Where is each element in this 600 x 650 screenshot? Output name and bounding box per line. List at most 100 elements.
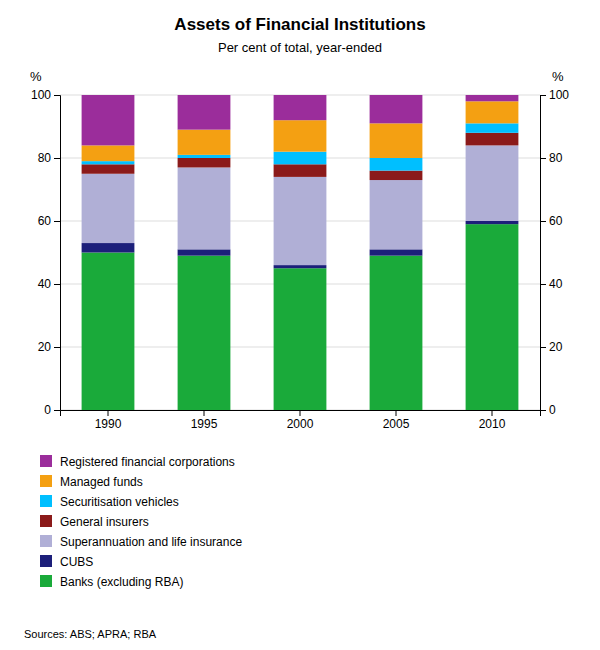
axis-label: %	[552, 69, 564, 84]
tick-mark	[108, 410, 109, 416]
bar	[178, 155, 231, 158]
legend-label: Managed funds	[60, 475, 143, 489]
tick-mark	[540, 284, 546, 285]
legend-item: Banks (excluding RBA)	[40, 575, 183, 589]
legend-item: Registered financial corporations	[40, 455, 235, 469]
tick: 80	[540, 151, 563, 165]
tick-label: 2010	[479, 417, 506, 431]
legend: Registered financial corporations Managed…	[40, 455, 242, 589]
tick: 1995	[191, 410, 218, 431]
tick: 2005	[383, 410, 410, 431]
bar	[82, 253, 135, 411]
tick: 40	[38, 277, 60, 291]
bar	[370, 123, 423, 158]
bar	[466, 95, 519, 101]
legend-swatch	[40, 495, 52, 507]
bar	[370, 158, 423, 171]
bar	[370, 180, 423, 249]
chart: Assets of Financial InstitutionsPer cent…	[0, 0, 600, 650]
bar	[370, 171, 423, 180]
bar	[466, 101, 519, 123]
tick-label: 100	[549, 88, 569, 102]
tick-mark	[54, 95, 60, 96]
legend-swatch	[40, 535, 52, 547]
tick: 60	[38, 214, 60, 228]
tick-mark	[204, 410, 205, 416]
bar	[370, 249, 423, 255]
legend-item: CUBS	[40, 555, 93, 569]
bar	[466, 123, 519, 132]
axis-label: %	[30, 69, 42, 84]
bar	[274, 268, 327, 410]
bar	[274, 164, 327, 177]
tick-mark	[54, 410, 60, 411]
grid	[60, 95, 540, 410]
tick: 60	[540, 214, 563, 228]
y-axis: 0 20 40 60 80 100	[31, 88, 61, 417]
tick-label: 80	[549, 151, 563, 165]
title: Assets of Financial Institutions	[174, 15, 425, 34]
tick-label: 60	[38, 214, 52, 228]
tick-mark	[540, 158, 546, 159]
bar	[178, 158, 231, 167]
tick: 2010	[479, 410, 506, 431]
tick-label: 100	[31, 88, 51, 102]
bar	[466, 224, 519, 410]
tick: 0	[44, 403, 60, 417]
tick-mark	[540, 347, 546, 348]
x-axis: 19901995200020052010	[61, 410, 541, 431]
legend-label: General insurers	[60, 515, 149, 529]
legend-label: Registered financial corporations	[60, 455, 235, 469]
axis-line	[541, 96, 547, 411]
tick-label: 0	[44, 403, 51, 417]
legend-label: Securitisation vehicles	[60, 495, 179, 509]
legend-label: Superannuation and life insurance	[60, 535, 242, 549]
bar	[178, 256, 231, 410]
legend-item: Managed funds	[40, 475, 143, 489]
tick-mark	[54, 221, 60, 222]
plot: 1990199520002005201002040608010002040608…	[30, 69, 569, 431]
legend-swatch	[40, 555, 52, 567]
axis-line	[61, 411, 541, 417]
bar	[466, 221, 519, 224]
tick: 2000	[287, 410, 314, 431]
bar	[82, 145, 135, 161]
tick-mark	[54, 347, 60, 348]
bar	[274, 95, 327, 120]
tick-mark	[492, 410, 493, 416]
bar	[274, 152, 327, 165]
legend-label: Banks (excluding RBA)	[60, 575, 183, 589]
tick-label: 40	[549, 277, 563, 291]
tick-mark	[54, 284, 60, 285]
legend-label: CUBS	[60, 555, 93, 569]
bar	[370, 95, 423, 123]
tick: 100	[31, 88, 60, 102]
bar	[466, 145, 519, 221]
tick: 20	[38, 340, 60, 354]
bar	[82, 161, 135, 164]
tick-mark	[540, 410, 546, 411]
bar	[82, 174, 135, 243]
bar	[466, 133, 519, 146]
tick-label: 40	[38, 277, 52, 291]
bar	[178, 167, 231, 249]
axis-line	[54, 96, 61, 411]
legend-item: General insurers	[40, 515, 149, 529]
legend-swatch	[40, 475, 52, 487]
legend-swatch	[40, 455, 52, 467]
tick-label: 0	[549, 403, 556, 417]
y2-axis: 020406080100	[540, 88, 569, 417]
bar	[178, 95, 231, 130]
tick-mark	[540, 221, 546, 222]
series	[82, 145, 519, 265]
tick-label: 2005	[383, 417, 410, 431]
bar	[82, 164, 135, 173]
tick: 0	[540, 403, 556, 417]
source: Sources: ABS; APRA; RBA	[24, 628, 157, 640]
tick: 80	[38, 151, 60, 165]
tick-label: 60	[549, 214, 563, 228]
tick-label: 1995	[191, 417, 218, 431]
legend-item: Superannuation and life insurance	[40, 535, 242, 549]
legend-swatch	[40, 575, 52, 587]
tick-label: 20	[38, 340, 52, 354]
